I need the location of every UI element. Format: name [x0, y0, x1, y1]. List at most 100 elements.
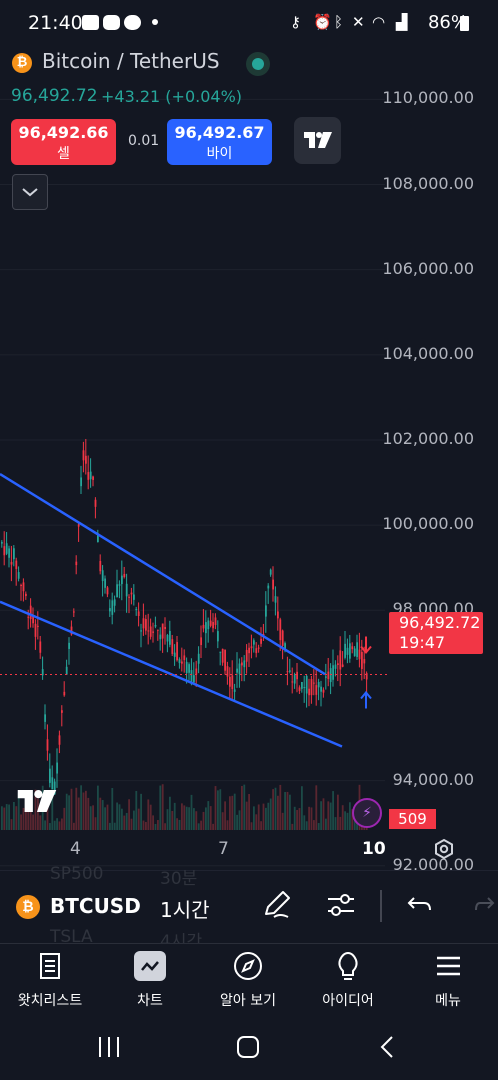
redo-icon[interactable]: [472, 886, 498, 924]
recent-apps-icon[interactable]: [96, 1035, 122, 1059]
chart-toolbar: [0, 870, 498, 943]
candle-body: [231, 675, 234, 690]
undo-icon[interactable]: [402, 886, 440, 924]
volume-bar: [214, 786, 217, 830]
trendline[interactable]: [0, 472, 326, 676]
volume-bar: [200, 820, 202, 830]
system-navigation-bar: [0, 1015, 498, 1080]
lightbulb-icon: [338, 951, 358, 980]
volume-bar: [44, 820, 46, 830]
volume-bar: [113, 822, 116, 830]
time-label-10: 10: [362, 839, 386, 859]
candle-body: [152, 631, 154, 633]
candle-body: [351, 646, 354, 650]
signal-icon: ▟: [396, 13, 408, 31]
candle-body: [53, 781, 56, 795]
candle-body: [15, 560, 18, 569]
buy-price: 96,492.67: [174, 123, 265, 142]
volume-bar: [159, 785, 162, 830]
interval-selector[interactable]: 1시간: [160, 898, 210, 922]
nav-explore[interactable]: 알아 보기: [198, 944, 298, 1016]
candle-body: [61, 710, 63, 713]
volume-bar: [217, 790, 219, 830]
candle-body: [269, 569, 272, 575]
sell-label: 셀: [57, 146, 70, 162]
volume-bar: [231, 795, 234, 830]
volume-bar: [51, 789, 54, 830]
chart-settings-icon[interactable]: [433, 838, 455, 860]
candle-body: [87, 472, 90, 480]
volume-bar: [178, 819, 181, 830]
kakaotalk-icon: [124, 15, 141, 30]
volume-bar: [265, 807, 267, 830]
volume-bar: [53, 820, 56, 830]
symbol-title[interactable]: Bitcoin / TetherUS: [42, 49, 220, 73]
menu-icon: [437, 956, 460, 976]
candle-body: [25, 593, 27, 597]
nav-watchlist[interactable]: 왓치리스트: [0, 944, 100, 1016]
back-icon[interactable]: [378, 1035, 398, 1059]
chart-area[interactable]: [0, 44, 498, 870]
wifi-icon: ◠: [372, 13, 386, 31]
candlestick-chart[interactable]: [0, 44, 498, 870]
candle-body: [205, 622, 207, 634]
candle-body: [39, 641, 42, 653]
candle-body: [37, 625, 39, 627]
candle-body: [272, 579, 274, 590]
candle-body: [197, 653, 200, 664]
status-time: 21:40: [28, 12, 83, 34]
volume-bar: [250, 822, 253, 830]
lightning-icon[interactable]: ⚡: [352, 798, 382, 828]
nav-ideas[interactable]: 아이디어: [298, 944, 398, 1016]
nav-ideas-label: 아이디어: [322, 993, 374, 1009]
volume-bar: [109, 822, 111, 830]
market-status-icon[interactable]: [246, 52, 270, 76]
tradingview-logo-button[interactable]: [294, 117, 341, 164]
volume-bar: [305, 821, 308, 830]
volume-bar: [56, 818, 58, 830]
volume-bar: [10, 819, 13, 830]
current-price-value: 96,492.72: [399, 613, 481, 632]
pen-icon[interactable]: [258, 886, 296, 924]
candle-body: [296, 671, 298, 680]
volume-bar: [243, 784, 246, 830]
volume-bar: [161, 784, 164, 830]
volume-bar: [58, 821, 61, 830]
candle-body: [171, 639, 174, 654]
home-icon[interactable]: [235, 1035, 261, 1059]
nav-chart[interactable]: 차트: [100, 944, 200, 1016]
volume-bar: [322, 798, 325, 830]
candle-body: [140, 630, 142, 632]
candle-body: [313, 682, 315, 684]
candle-body: [3, 546, 6, 556]
candle-body: [243, 660, 246, 668]
buy-button[interactable]: 96,492.67 바이: [167, 119, 272, 165]
candle-body: [356, 642, 358, 657]
volume-bar: [1, 806, 3, 830]
volume-bar: [202, 811, 205, 830]
candle-body: [80, 477, 82, 487]
volume-bar: [339, 816, 342, 830]
candle-body: [178, 659, 181, 664]
buy-label: 바이: [206, 146, 233, 162]
volume-bar: [25, 805, 27, 830]
volume-bar: [310, 807, 313, 830]
sell-button[interactable]: 96,492.66 셀: [11, 119, 116, 165]
candle-body: [10, 561, 13, 565]
candle-body: [349, 643, 351, 659]
volume-bar: [269, 798, 272, 830]
expand-chevron-button[interactable]: [12, 174, 48, 210]
indicators-sliders-icon[interactable]: [322, 886, 360, 924]
volume-bar: [80, 785, 82, 830]
symbol-selector[interactable]: BTCUSD: [50, 894, 141, 918]
candle-body: [219, 651, 222, 653]
candle-body: [63, 691, 66, 696]
nav-menu[interactable]: 메뉴: [398, 944, 498, 1016]
volume-bar: [298, 808, 301, 830]
mute-icon: ✕: [352, 13, 365, 31]
candle-body: [329, 668, 332, 683]
volume-bar: [315, 785, 318, 830]
candle-body: [65, 666, 68, 675]
candle-body: [195, 668, 198, 675]
volume-bar: [5, 804, 8, 830]
